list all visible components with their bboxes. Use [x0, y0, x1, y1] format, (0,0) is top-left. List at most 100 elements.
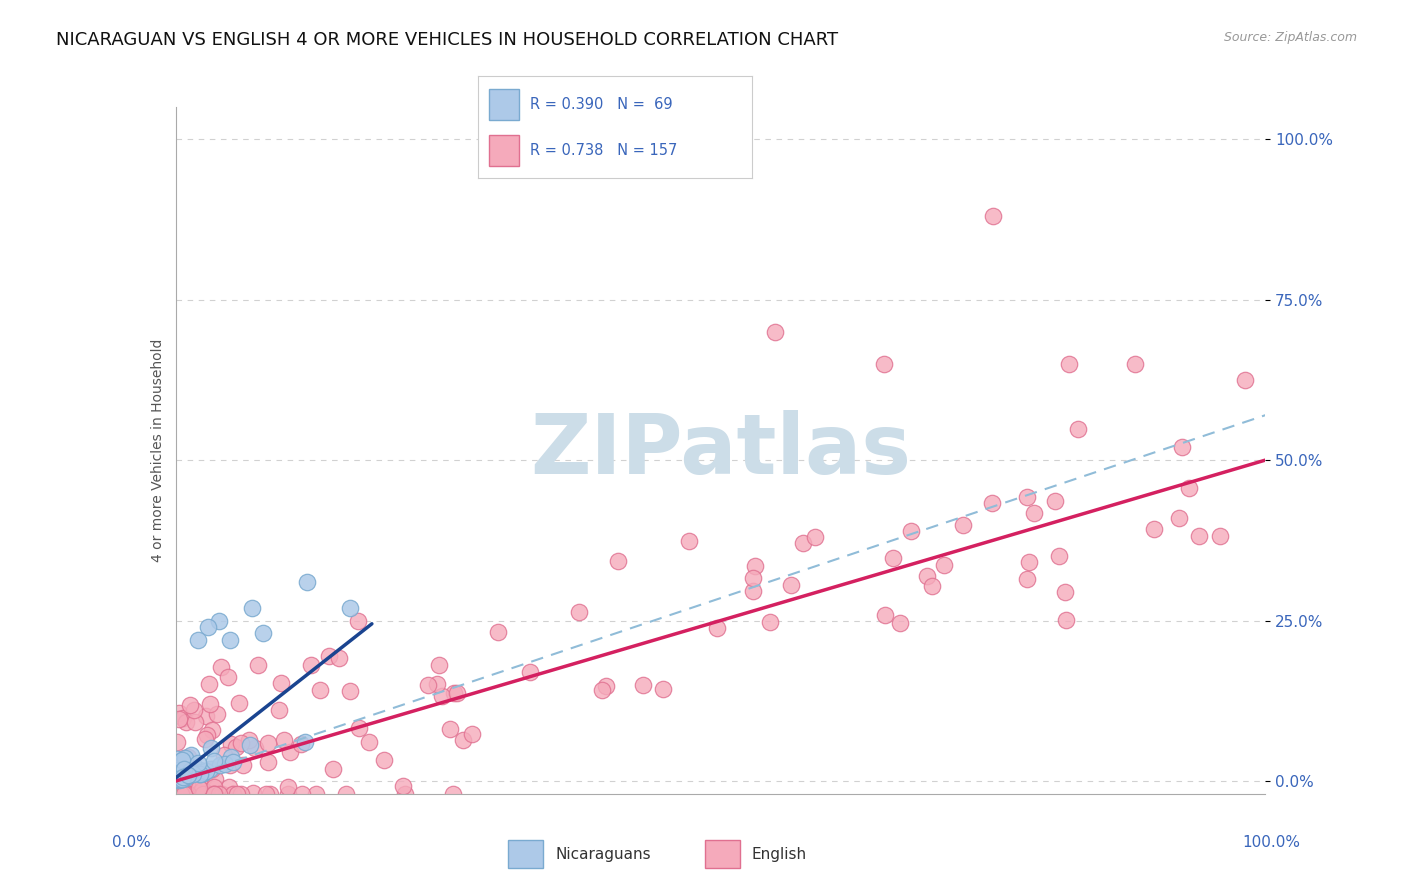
Point [166, 756, 188, 771]
Point [519, 665, 541, 680]
Point [200, 787, 222, 801]
Point [188, 780, 211, 795]
Point [1178, 481, 1201, 495]
Point [180, 787, 202, 801]
Point [394, 787, 416, 801]
Point [177, 787, 200, 801]
Point [1208, 529, 1230, 543]
Point [169, 781, 191, 796]
Point [742, 584, 765, 599]
Text: ZIPatlas: ZIPatlas [530, 410, 911, 491]
Point [373, 753, 395, 767]
Point [205, 706, 228, 721]
Point [201, 762, 224, 776]
Point [202, 787, 225, 801]
Point [176, 760, 198, 774]
FancyBboxPatch shape [489, 136, 519, 166]
Point [176, 768, 198, 782]
Point [194, 732, 217, 747]
Point [166, 735, 188, 749]
Point [167, 771, 190, 785]
Point [219, 632, 242, 647]
Point [181, 757, 204, 772]
FancyBboxPatch shape [489, 89, 519, 120]
Point [1233, 373, 1256, 387]
Point [1168, 510, 1191, 524]
Point [176, 766, 198, 780]
Point [174, 753, 197, 767]
Text: R = 0.738   N = 157: R = 0.738 N = 157 [530, 144, 678, 158]
Point [257, 755, 280, 769]
Point [225, 740, 247, 755]
Point [322, 762, 344, 776]
Point [174, 787, 197, 801]
Point [429, 658, 451, 673]
Point [167, 755, 190, 769]
Point [179, 764, 201, 778]
Point [172, 755, 194, 769]
Point [232, 757, 254, 772]
Point [277, 787, 299, 801]
Point [443, 686, 465, 700]
FancyBboxPatch shape [704, 840, 740, 868]
Point [1171, 440, 1194, 454]
Point [1054, 584, 1077, 599]
Point [1054, 613, 1077, 627]
Point [921, 579, 943, 593]
Point [217, 670, 239, 684]
Point [191, 765, 214, 780]
Point [208, 787, 231, 801]
Point [176, 764, 198, 778]
Text: NICARAGUAN VS ENGLISH 4 OR MORE VEHICLES IN HOUSEHOLD CORRELATION CHART: NICARAGUAN VS ENGLISH 4 OR MORE VEHICLES… [56, 31, 838, 49]
Point [180, 787, 202, 801]
Point [179, 698, 201, 713]
Point [252, 626, 274, 640]
Point [934, 558, 956, 573]
Point [328, 650, 350, 665]
Point [254, 787, 277, 801]
Point [347, 721, 370, 735]
Point [200, 741, 222, 756]
Point [176, 766, 198, 780]
Point [441, 787, 464, 801]
Point [184, 715, 207, 730]
Point [184, 787, 207, 801]
Point [426, 677, 449, 691]
Point [176, 787, 198, 801]
Point [172, 770, 194, 784]
Point [229, 787, 252, 801]
Point [299, 657, 322, 672]
Point [980, 496, 1002, 510]
Point [219, 749, 242, 764]
Point [1018, 555, 1040, 569]
Point [900, 524, 922, 538]
Point [191, 787, 214, 801]
Point [357, 735, 380, 749]
Point [166, 772, 188, 786]
Point [607, 554, 630, 568]
Point [170, 772, 193, 786]
Point [240, 600, 263, 615]
Point [200, 697, 222, 711]
Point [172, 772, 194, 787]
Point [173, 762, 195, 776]
Point [176, 777, 198, 791]
Point [190, 763, 212, 777]
Point [170, 766, 193, 780]
Point [209, 660, 232, 674]
Point [1047, 549, 1070, 564]
Point [391, 779, 413, 793]
Point [169, 712, 191, 726]
Point [187, 756, 209, 770]
Point [889, 615, 911, 630]
Point [181, 766, 204, 780]
Point [981, 209, 1004, 223]
Point [290, 737, 312, 751]
Point [917, 568, 939, 582]
Point [219, 737, 242, 751]
Point [208, 757, 231, 772]
Point [318, 648, 340, 663]
Point [1123, 357, 1146, 371]
Point [173, 769, 195, 783]
Point [432, 689, 454, 703]
